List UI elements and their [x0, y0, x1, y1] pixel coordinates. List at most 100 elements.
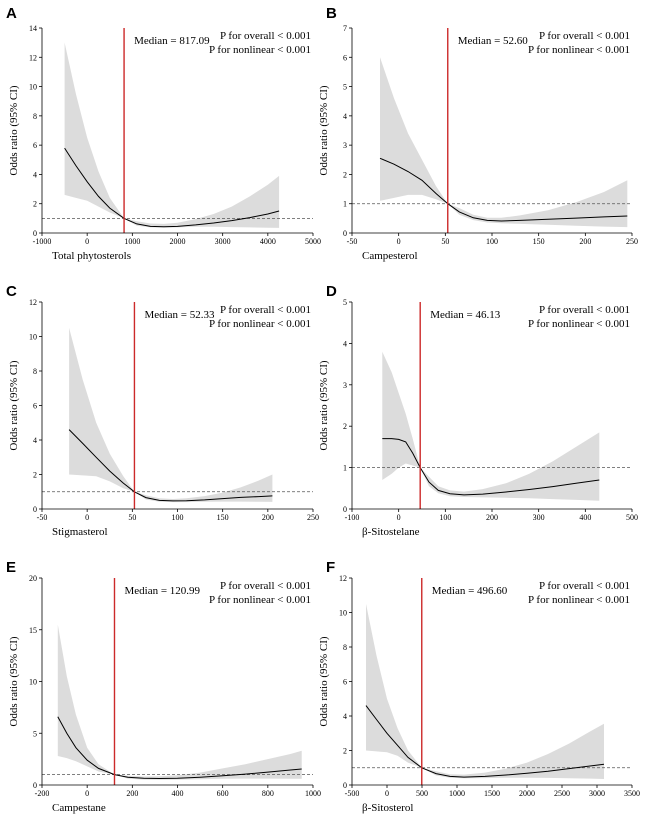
x-tick-label: 500	[416, 789, 428, 798]
x-axis-title: Total phytosterols	[52, 250, 131, 262]
or-curve	[382, 438, 600, 496]
y-tick-label: 4	[343, 339, 347, 348]
x-tick-label: 800	[262, 789, 274, 798]
x-axis-title: β-Sitosterol	[362, 802, 413, 814]
median-label: Median = 52.60	[458, 35, 529, 47]
y-tick-label: 6	[33, 402, 37, 411]
panel-f: F-500 0 500 1000 1500 2000 2500 3000 35000246810…	[318, 559, 640, 814]
panel-c: C-50 0 50 100 150 200 250024681012Stigmasterol…	[6, 283, 319, 538]
or-curve	[64, 147, 280, 228]
p-overall-label: P for overall < 0.001	[220, 30, 311, 42]
p-nonlinear-label: P for nonlinear < 0.001	[528, 318, 630, 330]
x-tick-label: 1500	[484, 789, 500, 798]
x-tick-label: 50	[441, 237, 449, 246]
y-tick-label: 4	[343, 112, 347, 121]
y-tick-label: 2	[343, 170, 347, 179]
x-tick-label: 1000	[305, 789, 321, 798]
y-tick-label: 12	[339, 574, 347, 583]
panel-e: E-200 0 200 400 600 800 100005101520Campestane…	[6, 559, 321, 814]
y-tick-label: 4	[343, 712, 347, 721]
y-tick-label: 2	[343, 747, 347, 756]
or-curve	[57, 716, 302, 780]
y-tick-label: 0	[33, 505, 37, 514]
x-tick-label: 300	[533, 513, 545, 522]
x-axis-title: β-Sitostelane	[362, 526, 420, 538]
x-tick-label: 3500	[624, 789, 640, 798]
x-axis-title: Campestane	[52, 802, 106, 814]
panel-d: D-100 0 100 200 300 400 500012345β-Sitostelane…	[318, 283, 638, 538]
y-tick-label: 8	[343, 643, 347, 652]
x-tick-label: -100	[345, 513, 360, 522]
x-tick-label: 0	[385, 789, 389, 798]
median-label: Median = 817.09	[134, 35, 210, 47]
y-tick-label: 2	[33, 200, 37, 209]
x-tick-label: 200	[126, 789, 138, 798]
x-tick-label: -50	[347, 237, 358, 246]
y-tick-label: 0	[343, 505, 347, 514]
p-overall-label: P for overall < 0.001	[539, 580, 630, 592]
y-axis-title: Odds ratio (95% CI)	[8, 360, 20, 450]
y-tick-label: 4	[33, 436, 37, 445]
y-tick-label: 5	[33, 729, 37, 738]
x-tick-label: 3000	[215, 237, 231, 246]
x-tick-label: 2000	[519, 789, 535, 798]
y-tick-label: 10	[29, 83, 37, 92]
y-tick-label: 12	[29, 53, 37, 62]
p-nonlinear-label: P for nonlinear < 0.001	[528, 44, 630, 56]
y-tick-label: 0	[343, 781, 347, 790]
ci-band	[382, 351, 600, 501]
ci-band	[366, 603, 604, 779]
y-tick-label: 5	[343, 298, 347, 307]
x-tick-label: 50	[128, 513, 136, 522]
panel-letter: E	[6, 559, 16, 576]
y-tick-label: 15	[29, 626, 37, 635]
p-nonlinear-label: P for nonlinear < 0.001	[209, 44, 311, 56]
p-overall-label: P for overall < 0.001	[539, 304, 630, 316]
x-tick-label: 400	[172, 789, 184, 798]
median-label: Median = 46.13	[430, 309, 501, 321]
or-curve	[68, 429, 273, 502]
y-tick-label: 10	[339, 609, 347, 618]
x-tick-label: 100	[172, 513, 184, 522]
y-axis-title: Odds ratio (95% CI)	[8, 636, 20, 726]
median-label: Median = 52.33	[144, 309, 215, 321]
y-tick-label: 0	[33, 781, 37, 790]
x-tick-label: 100	[439, 513, 451, 522]
x-tick-label: 0	[85, 789, 89, 798]
x-tick-label: 5000	[305, 237, 321, 246]
p-nonlinear-label: P for nonlinear < 0.001	[209, 318, 311, 330]
y-tick-label: 20	[29, 574, 37, 583]
y-tick-label: 8	[33, 112, 37, 121]
y-axis-title: Odds ratio (95% CI)	[318, 360, 330, 450]
x-tick-label: 100	[486, 237, 498, 246]
x-tick-label: 2000	[170, 237, 186, 246]
p-nonlinear-label: P for nonlinear < 0.001	[528, 594, 630, 606]
y-tick-label: 12	[29, 298, 37, 307]
x-tick-label: 4000	[260, 237, 276, 246]
x-tick-label: 150	[533, 237, 545, 246]
x-tick-label: 1000	[124, 237, 140, 246]
p-overall-label: P for overall < 0.001	[220, 304, 311, 316]
x-tick-label: -50	[37, 513, 48, 522]
ci-band	[64, 42, 280, 228]
y-tick-label: 0	[343, 229, 347, 238]
x-tick-label: 200	[579, 237, 591, 246]
y-tick-label: 6	[33, 141, 37, 150]
x-tick-label: 500	[626, 513, 638, 522]
y-tick-label: 10	[29, 678, 37, 687]
y-tick-label: 6	[343, 678, 347, 687]
x-tick-label: 1000	[449, 789, 465, 798]
y-tick-label: 2	[33, 471, 37, 480]
y-tick-label: 0	[33, 229, 37, 238]
panel-letter: A	[6, 5, 17, 22]
x-axis-title: Campesterol	[362, 250, 418, 262]
panel-b: B-50 0 50 100 150 200 25001234567CampesterolOd…	[318, 5, 638, 262]
y-axis-title: Odds ratio (95% CI)	[318, 85, 330, 175]
ci-band	[380, 57, 628, 228]
p-overall-label: P for overall < 0.001	[220, 580, 311, 592]
or-curve	[365, 705, 605, 778]
y-tick-label: 14	[29, 24, 37, 33]
x-tick-label: 0	[85, 513, 89, 522]
x-tick-label: 200	[262, 513, 274, 522]
